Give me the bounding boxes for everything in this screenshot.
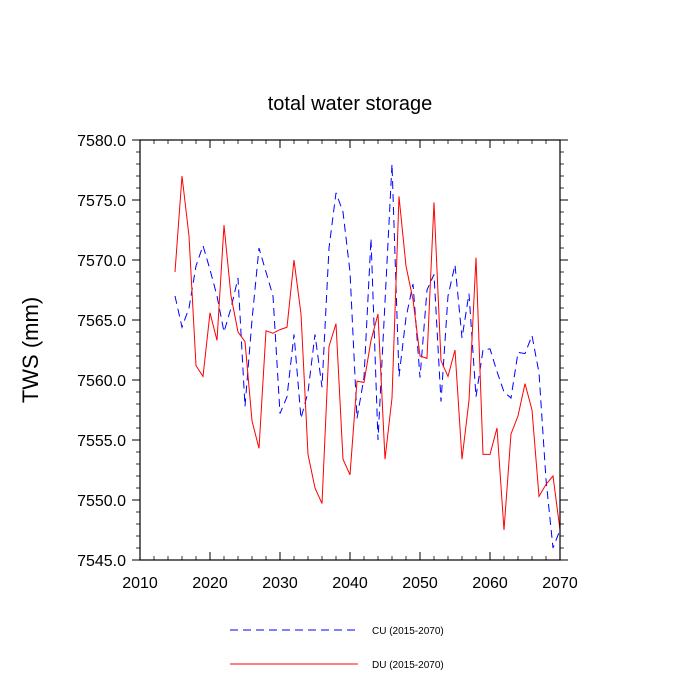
x-tick-label: 2010 <box>122 575 158 592</box>
y-tick-label: 7545.0 <box>77 553 126 570</box>
legend-label-cu: CU (2015-2070) <box>372 626 444 637</box>
x-tick-label: 2050 <box>402 575 438 592</box>
x-tick-label: 2020 <box>192 575 228 592</box>
axis-ticks: 2010 2020 2030 2040 2050 2060 2070 7545.0 7550.0… <box>77 133 578 592</box>
y-tick-label: 7570.0 <box>77 253 126 270</box>
y-tick-label: 7550.0 <box>77 493 126 510</box>
x-tick-label: 2030 <box>262 575 298 592</box>
y-tick-label: 7580.0 <box>77 133 126 150</box>
y-tick-label: 7575.0 <box>77 193 126 210</box>
x-tick-label: 2070 <box>542 575 578 592</box>
plot-frame <box>139 139 561 561</box>
series-layer <box>174 163 561 549</box>
y-axis-label: TWS (mm) <box>18 297 43 403</box>
legend-label-du: DU (2015-2070) <box>372 660 444 671</box>
y-tick-label: 7560.0 <box>77 373 126 390</box>
chart-title: total water storage <box>268 93 433 115</box>
series-line-du <box>174 175 561 531</box>
y-tick-label: 7565.0 <box>77 313 126 330</box>
x-tick-label: 2060 <box>472 575 508 592</box>
y-tick-label: 7555.0 <box>77 433 126 450</box>
legend: CU (2015-2070) DU (2015-2070) <box>230 626 444 671</box>
x-tick-label: 2040 <box>332 575 368 592</box>
series-line-cu <box>174 163 561 549</box>
